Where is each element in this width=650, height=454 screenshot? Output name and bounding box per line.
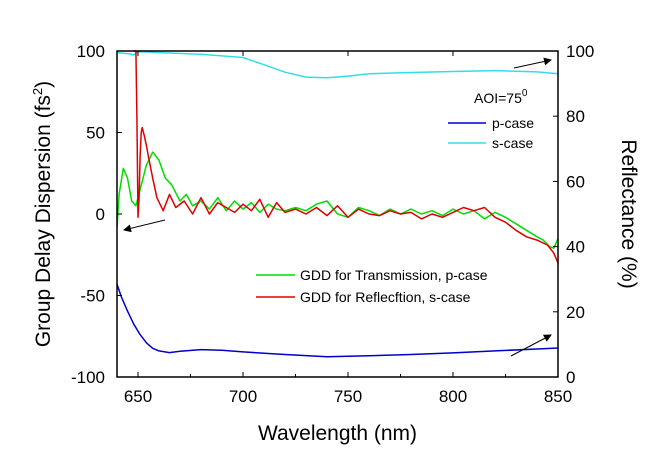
y-left-tick-label: -100	[71, 368, 105, 387]
y-right-tick-label: 0	[566, 368, 575, 387]
y-right-tick-label: 60	[566, 172, 585, 191]
arrow-to-right-axis-top	[513, 57, 552, 69]
legend-label-p-case: p-case	[492, 115, 534, 131]
y-left-tick-label: 100	[77, 42, 105, 61]
x-tick-label: 650	[124, 387, 152, 406]
y-left-tick-label: 0	[96, 205, 105, 224]
y-axis-left-title-sup: 2	[30, 88, 45, 95]
y-right-tick-label: 20	[566, 303, 585, 322]
legend-top: p-case s-case	[448, 115, 534, 151]
axis-ticks: 650 700 750 800 850 -100 -50 0 50 100 0 20 40 60 80 100	[71, 42, 594, 406]
series-line-gdd-for-transmission-p-case	[116, 151, 559, 249]
aoi-annotation: AOI=750	[474, 88, 528, 106]
arrow-to-left-axis	[123, 219, 166, 233]
series-line-s-case	[116, 50, 559, 79]
legend-bottom: GDD for Transmission, p-case GDD for Ref…	[256, 267, 488, 305]
x-axis-title: Wavelength (nm)	[258, 422, 417, 445]
y-axis-right-title: Reflectance (%)	[617, 139, 640, 288]
aoi-annotation-text: AOI=75	[474, 90, 522, 106]
arrows	[123, 57, 552, 357]
x-tick-label: 700	[229, 387, 257, 406]
x-tick-label: 850	[544, 387, 572, 406]
y-axis-left-title-main: Group Delay Dispersion (fs	[32, 95, 55, 347]
series-line-p-case	[116, 283, 559, 358]
y-axis-left-title: Group Delay Dispersion (fs2)	[30, 81, 55, 347]
legend-label-gdd-reflection: GDD for Reflecftion, s-case	[300, 289, 471, 305]
x-tick-label: 750	[334, 387, 362, 406]
y-left-tick-label: 50	[86, 124, 105, 143]
series-line-gdd-for-reflecftion-s-case	[133, 50, 559, 264]
arrow-to-right-axis-bottom	[510, 334, 552, 357]
y-right-tick-label: 100	[566, 42, 594, 61]
x-tick-label: 800	[439, 387, 467, 406]
y-right-tick-label: 40	[566, 238, 585, 257]
legend-label-s-case: s-case	[492, 135, 533, 151]
legend-label-gdd-transmission: GDD for Transmission, p-case	[300, 267, 488, 283]
y-axis-left-title-close: )	[32, 81, 55, 88]
y-left-tick-label: -50	[80, 287, 105, 306]
y-right-tick-label: 80	[566, 107, 585, 126]
aoi-annotation-sup: 0	[522, 88, 528, 99]
